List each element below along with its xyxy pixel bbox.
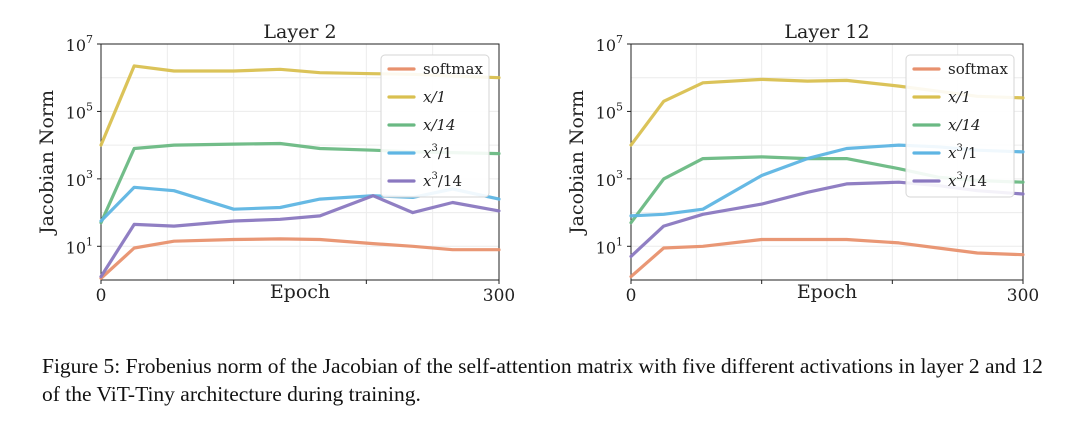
x-tick-label: 300 (1007, 286, 1039, 306)
series-line-softmax (629, 237, 1025, 279)
y-tick-label: 105 (66, 100, 93, 122)
y-tick-label: 103 (66, 168, 93, 190)
chart-title: Layer 12 (784, 21, 869, 43)
legend-label: x/14 (948, 116, 981, 134)
legend-label: x3/14 (423, 171, 462, 190)
x-tick-label: 0 (626, 286, 637, 306)
y-tick-label: 107 (66, 33, 93, 55)
y-axis-label: Jacobian Norm (566, 90, 588, 236)
x-axis-label: Epoch (797, 281, 857, 303)
chart-panel-2: 101 103 105 107 0 300 Epoch Jacobian Norm Layer … (566, 21, 1039, 306)
x-tick-label: 300 (483, 286, 515, 306)
legend-label: softmax (423, 60, 483, 78)
legend-label: x3/14 (948, 171, 987, 190)
series-line-softmax (99, 237, 501, 280)
legend-label: x3/1 (948, 143, 977, 162)
plot-frame (630, 43, 1024, 281)
y-tick-label: 103 (596, 168, 623, 190)
y-tick-label: 101 (596, 235, 623, 257)
legend: softmax x/1 x/14 x3/1 x3/14 (380, 54, 490, 198)
legend-label: softmax (948, 60, 1008, 78)
x-axis-label: Epoch (270, 281, 330, 303)
legend-label: x/14 (423, 116, 456, 134)
chart-panel-1: 101 103 105 107 0 300 Epoch Jacobian Norm Layer … (36, 21, 515, 306)
legend-box (905, 54, 1015, 198)
legend-box (380, 54, 490, 198)
series-line-x-3-14 (99, 194, 501, 279)
y-tick-label: 105 (596, 100, 623, 122)
legend-label: x/1 (948, 88, 971, 106)
y-tick-label: 107 (596, 33, 623, 55)
legend: softmax x/1 x/14 x3/1 x3/14 (905, 54, 1015, 198)
chart-title: Layer 2 (263, 21, 336, 43)
legend-label: x3/1 (423, 143, 452, 162)
y-tick-label: 101 (66, 235, 93, 257)
y-axis-label: Jacobian Norm (36, 90, 58, 236)
plot-frame (100, 43, 500, 281)
x-tick-label: 0 (96, 286, 107, 306)
figure-caption: Figure 5: Frobenius norm of the Jacobian… (42, 354, 1043, 406)
legend-label: x/1 (423, 88, 446, 106)
